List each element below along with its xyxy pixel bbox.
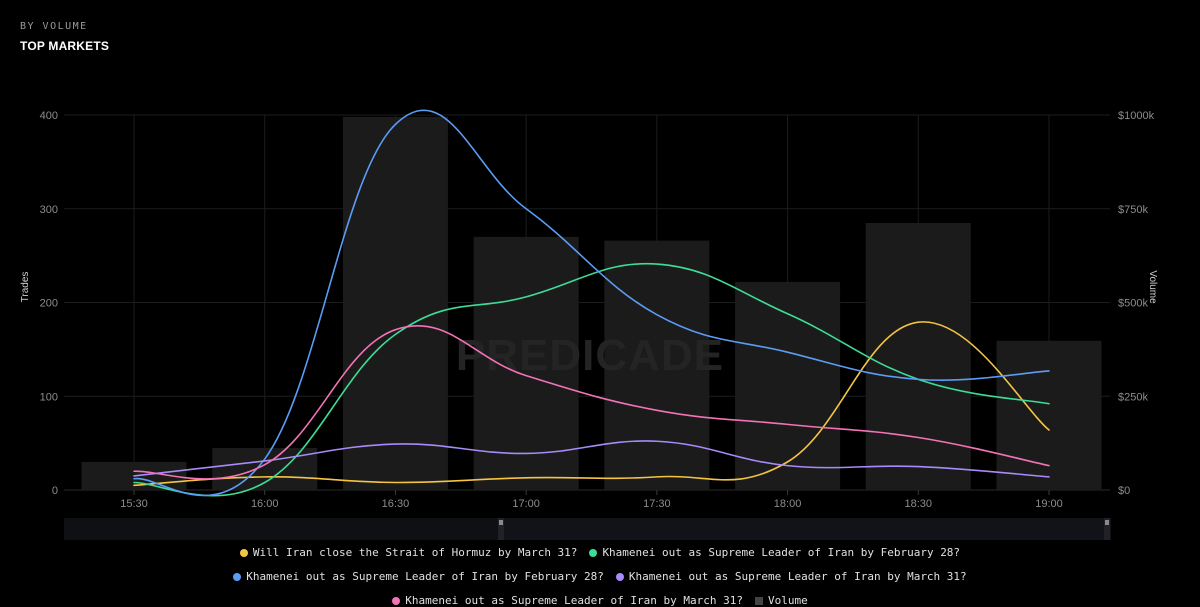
- navigator-grip-right: [1105, 520, 1109, 525]
- volume-bar[interactable]: [604, 240, 710, 490]
- legend-label: Khamenei out as Supreme Leader of Iran b…: [602, 546, 961, 559]
- y-axis-title-right: Volume: [1147, 270, 1158, 304]
- series-line-4[interactable]: [133, 440, 1050, 478]
- legend-item-series-4[interactable]: Khamenei out as Supreme Leader of Iran b…: [615, 570, 967, 583]
- y-tick-label-right: $500k: [1118, 298, 1148, 310]
- navigator-selection[interactable]: [499, 518, 1104, 540]
- x-tick-label: 18:30: [905, 498, 933, 510]
- volume-bar[interactable]: [865, 223, 971, 490]
- legend-item-series-1[interactable]: Will Iran close the Strait of Hormuz by …: [239, 546, 578, 559]
- series-lines[interactable]: [133, 109, 1050, 497]
- series-line-2[interactable]: [133, 262, 1050, 497]
- navigator-grip-left: [499, 520, 503, 525]
- legend-swatch-dot-icon: [239, 548, 248, 557]
- y-tick-label-left: 400: [40, 110, 58, 122]
- volume-bars: [81, 116, 1102, 490]
- watermark-logo: PREDICADE: [456, 331, 724, 380]
- chart-title: TOP MARKETS: [20, 39, 110, 53]
- legend-item-series-5[interactable]: Khamenei out as Supreme Leader of Iran b…: [392, 594, 743, 607]
- chart-subtitle: BY VOLUME: [20, 21, 88, 32]
- range-navigator[interactable]: [64, 518, 1111, 540]
- legend-label: Will Iran close the Strait of Hormuz by …: [252, 546, 578, 559]
- x-tick-label: 18:00: [774, 498, 802, 510]
- legend-swatch-dot-icon: [615, 572, 624, 581]
- legend-swatch-square-icon: [755, 596, 763, 605]
- y-tick-label-right: $0: [1118, 485, 1130, 497]
- legend-swatch-dot-icon: [589, 548, 598, 557]
- x-tick-label: 17:30: [643, 498, 671, 510]
- chart-legend: Will Iran close the Strait of Hormuz by …: [0, 546, 1200, 607]
- legend-item-series-2[interactable]: Khamenei out as Supreme Leader of Iran b…: [589, 546, 960, 559]
- volume-bar[interactable]: [473, 236, 579, 490]
- x-tick-label: 19:00: [1035, 498, 1063, 510]
- y-tick-label-left: 300: [40, 204, 58, 216]
- volume-bar[interactable]: [342, 116, 448, 490]
- legend-label: Khamenei out as Supreme Leader of Iran b…: [628, 570, 967, 583]
- volume-bar[interactable]: [212, 448, 318, 490]
- x-tick-label: 17:00: [512, 498, 540, 510]
- legend-item-series-3[interactable]: Khamenei out as Supreme Leader of Iran b…: [233, 570, 604, 583]
- x-tick-label: 15:30: [120, 498, 148, 510]
- legend-label: Khamenei out as Supreme Leader of Iran b…: [246, 570, 604, 583]
- y-tick-label-right: $750k: [1118, 204, 1148, 216]
- series-line-5[interactable]: [133, 324, 1050, 480]
- legend-label: Khamenei out as Supreme Leader of Iran b…: [405, 594, 743, 607]
- navigator-handle-left[interactable]: [498, 518, 504, 540]
- volume-bar[interactable]: [996, 340, 1102, 490]
- x-axis: 15:30 16:00 16:30 17:00 17:30 18:00 18:30 19:00: [120, 490, 1063, 510]
- legend-item-volume[interactable]: Volume: [755, 594, 808, 607]
- y-tick-label-left: 0: [52, 485, 58, 497]
- navigator-handle-right[interactable]: [1104, 518, 1110, 540]
- y-axis-title-left: Trades: [20, 272, 31, 303]
- legend-label: Volume: [768, 594, 808, 607]
- y-tick-label-left: 200: [40, 298, 58, 310]
- y-axis-left: 0 100 200 300 400: [40, 110, 58, 497]
- legend-swatch-dot-icon: [392, 596, 401, 605]
- legend-swatch-dot-icon: [233, 572, 242, 581]
- x-tick-label: 16:30: [382, 498, 410, 510]
- x-tick-label: 16:00: [251, 498, 279, 510]
- y-tick-label-right: $250k: [1118, 391, 1148, 403]
- y-tick-label-right: $1000k: [1118, 110, 1155, 122]
- series-line-3[interactable]: [133, 109, 1050, 497]
- y-axis-right: $0 $250k $500k $750k $1000k: [1118, 110, 1155, 497]
- volume-bar[interactable]: [735, 281, 841, 490]
- series-line-1[interactable]: [133, 321, 1050, 487]
- y-tick-label-left: 100: [40, 391, 58, 403]
